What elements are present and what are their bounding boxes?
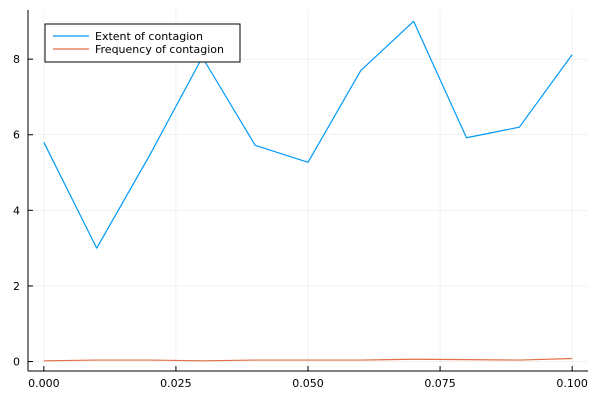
tick-marks: 0.000 0.025 0.050 0.075 0.100 0 2 4 6 8: [13, 53, 588, 390]
x-tick-label: 0.000: [28, 377, 60, 390]
x-tick-label: 0.050: [292, 377, 324, 390]
legend-label: Frequency of contagion: [95, 43, 224, 56]
y-tick-label: 6: [13, 129, 20, 142]
series-line-2: [43, 357, 573, 362]
x-tick-label: 0.075: [424, 377, 456, 390]
grid-lines: [28, 10, 588, 371]
series-line-1: [43, 20, 573, 249]
y-tick-label: 4: [13, 204, 20, 217]
y-tick-label: 0: [13, 356, 20, 369]
legend-label: Extent of contagion: [95, 30, 203, 43]
x-tick-label: 0.100: [556, 377, 588, 390]
series-lines: [43, 20, 573, 362]
y-tick-label: 2: [13, 280, 20, 293]
x-tick-label: 0.025: [160, 377, 192, 390]
legend-box: [44, 23, 241, 63]
y-tick-label: 8: [13, 53, 20, 66]
